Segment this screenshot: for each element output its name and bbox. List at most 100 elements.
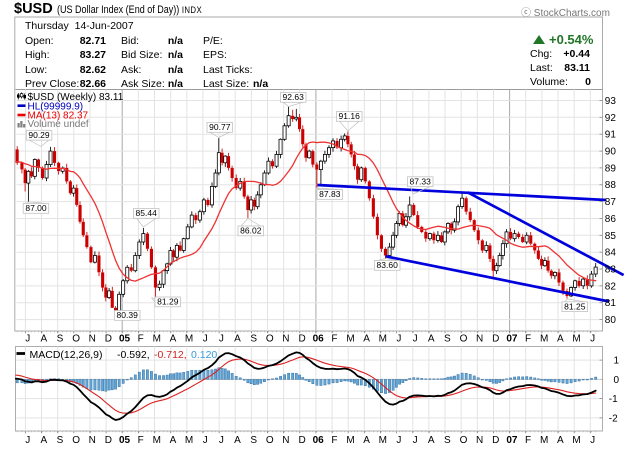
svg-text:87.33: 87.33 (410, 176, 432, 186)
svg-text:N: N (476, 435, 483, 445)
svg-text:F: F (138, 435, 144, 445)
svg-text:F: F (331, 333, 337, 344)
svg-text:O: O (266, 435, 274, 445)
svg-text:A: A (428, 333, 435, 344)
svg-text:A: A (170, 435, 177, 445)
svg-text:81.29: 81.29 (157, 297, 179, 307)
svg-text:86: 86 (605, 214, 617, 225)
svg-text:M: M (346, 333, 354, 344)
svg-text:M: M (572, 435, 580, 445)
svg-text:Volume undef: Volume undef (28, 119, 89, 130)
svg-text:91: 91 (605, 130, 617, 141)
svg-text:F: F (138, 333, 144, 344)
svg-text:M: M (185, 333, 193, 344)
svg-text:M: M (379, 333, 387, 344)
svg-text:A: A (40, 333, 47, 344)
svg-text:A: A (234, 333, 241, 344)
svg-text:84: 84 (605, 248, 617, 259)
svg-text:S: S (250, 435, 257, 445)
svg-text:80.39: 80.39 (117, 310, 139, 320)
svg-text:J: J (219, 435, 224, 445)
svg-text:S: S (444, 333, 451, 344)
svg-text:S: S (57, 435, 64, 445)
svg-text:07: 07 (506, 435, 518, 445)
svg-text:A: A (40, 435, 47, 445)
svg-text:HL(99999.9): HL(99999.9) (28, 101, 84, 112)
svg-text:M: M (153, 435, 161, 445)
svg-text:91.16: 91.16 (339, 111, 361, 121)
svg-text:1: 1 (614, 356, 620, 367)
svg-text:M: M (540, 333, 548, 344)
svg-text:J: J (219, 333, 224, 344)
svg-text:D: D (298, 333, 305, 344)
svg-text:N: N (89, 435, 96, 445)
svg-text:D: D (492, 435, 499, 445)
svg-text:O: O (460, 435, 468, 445)
svg-text:O: O (266, 333, 274, 344)
svg-text:N: N (282, 435, 289, 445)
svg-text:87: 87 (605, 197, 617, 208)
svg-text:M: M (540, 435, 548, 445)
svg-text:81: 81 (605, 298, 617, 309)
svg-text:O: O (72, 333, 80, 344)
svg-text:A: A (170, 333, 177, 344)
svg-text:85.44: 85.44 (136, 208, 158, 218)
svg-text:A: A (363, 333, 370, 344)
svg-text:F: F (331, 435, 337, 445)
svg-text:D: D (492, 333, 499, 344)
svg-text:J: J (590, 333, 595, 344)
svg-text:MACD(12,26,9): MACD(12,26,9) (30, 349, 103, 361)
svg-text:S: S (57, 333, 64, 344)
svg-text:90: 90 (605, 147, 617, 158)
svg-text:J: J (25, 333, 30, 344)
svg-text:06: 06 (313, 435, 325, 445)
svg-text:A: A (428, 435, 435, 445)
svg-text:M: M (153, 333, 161, 344)
svg-text:J: J (590, 435, 595, 445)
svg-text:N: N (89, 333, 96, 344)
svg-text:87.83: 87.83 (319, 189, 341, 199)
svg-text:93: 93 (605, 96, 617, 107)
svg-text:F: F (525, 435, 531, 445)
svg-text:N: N (282, 333, 289, 344)
svg-text:-2: -2 (609, 413, 618, 424)
svg-text:92.63: 92.63 (283, 92, 305, 102)
svg-text:-0.712,: -0.712, (154, 349, 187, 361)
svg-text:89: 89 (605, 163, 617, 174)
svg-text:83.60: 83.60 (377, 260, 399, 270)
svg-text:A: A (557, 333, 564, 344)
svg-text:92: 92 (605, 113, 617, 124)
svg-text:D: D (105, 435, 112, 445)
svg-text:82: 82 (605, 281, 617, 292)
svg-text:0: 0 (614, 375, 620, 386)
svg-text:A: A (557, 435, 564, 445)
svg-text:M: M (572, 333, 580, 344)
svg-text:J: J (413, 333, 418, 344)
svg-text:0.120: 0.120 (191, 349, 217, 361)
svg-text:M: M (346, 435, 354, 445)
svg-text:N: N (476, 333, 483, 344)
svg-text:A: A (234, 435, 241, 445)
svg-text:83: 83 (605, 265, 617, 276)
svg-text:J: J (413, 435, 418, 445)
svg-text:J: J (203, 333, 208, 344)
svg-text:J: J (203, 435, 208, 445)
svg-text:F: F (525, 333, 531, 344)
svg-text:O: O (72, 435, 80, 445)
svg-text:86.02: 86.02 (240, 226, 262, 236)
svg-text:-0.592,: -0.592, (117, 349, 150, 361)
svg-text:MA(13) 82.37: MA(13) 82.37 (28, 111, 89, 122)
svg-text:06: 06 (313, 333, 325, 344)
svg-text:J: J (25, 435, 30, 445)
svg-text:J: J (396, 435, 401, 445)
svg-text:05: 05 (119, 435, 131, 445)
svg-text:07: 07 (506, 333, 518, 344)
svg-text:-1: -1 (609, 394, 618, 405)
svg-text:M: M (185, 435, 193, 445)
svg-text:90.29: 90.29 (28, 130, 50, 140)
svg-text:S: S (250, 333, 257, 344)
svg-text:D: D (105, 333, 112, 344)
svg-text:O: O (460, 333, 468, 344)
svg-text:S: S (444, 435, 451, 445)
svg-text:J: J (396, 333, 401, 344)
